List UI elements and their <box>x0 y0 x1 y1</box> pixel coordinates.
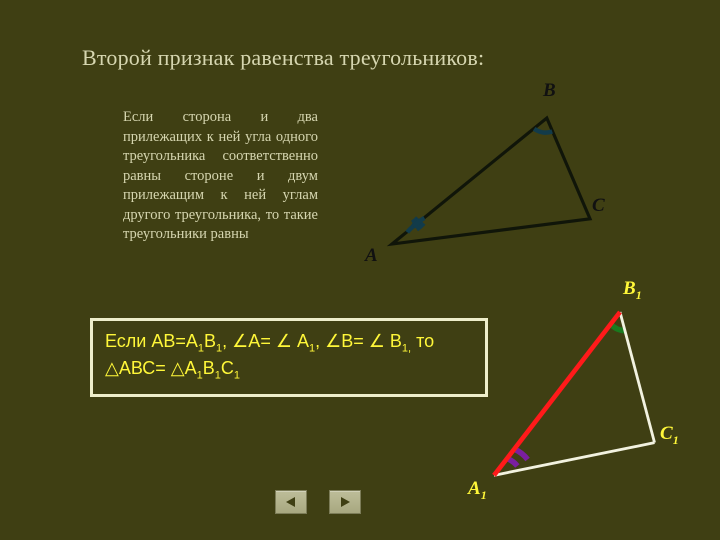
vertex-b-label: B <box>543 80 556 102</box>
triangle-left-icon <box>284 495 298 509</box>
triangle-abc: A B C <box>370 100 630 280</box>
vertex-a1-label: A1 <box>468 478 487 503</box>
vertex-c-label: C <box>592 195 605 217</box>
vertex-c1-label: C1 <box>660 423 679 448</box>
triangle-right-icon <box>338 495 352 509</box>
vertex-b1-label: B1 <box>623 278 642 303</box>
nav-buttons <box>275 490 361 514</box>
prev-button[interactable] <box>275 490 307 514</box>
formula-box: Если АВ=А1В1, ∠А= ∠ А1, ∠В= ∠ В1, то △АВ… <box>90 318 488 397</box>
formula-text: Если АВ=А1В1, ∠А= ∠ А1, ∠В= ∠ В1, то △АВ… <box>105 331 434 378</box>
next-button[interactable] <box>329 490 361 514</box>
vertex-a-label: A <box>365 245 378 267</box>
triangle-a1b1c1: A1 B1 C1 <box>480 298 690 508</box>
theorem-text: Если сторона и два прилежащих к ней угла… <box>123 108 318 245</box>
page-title: Второй признак равенства треугольников: <box>82 45 484 71</box>
